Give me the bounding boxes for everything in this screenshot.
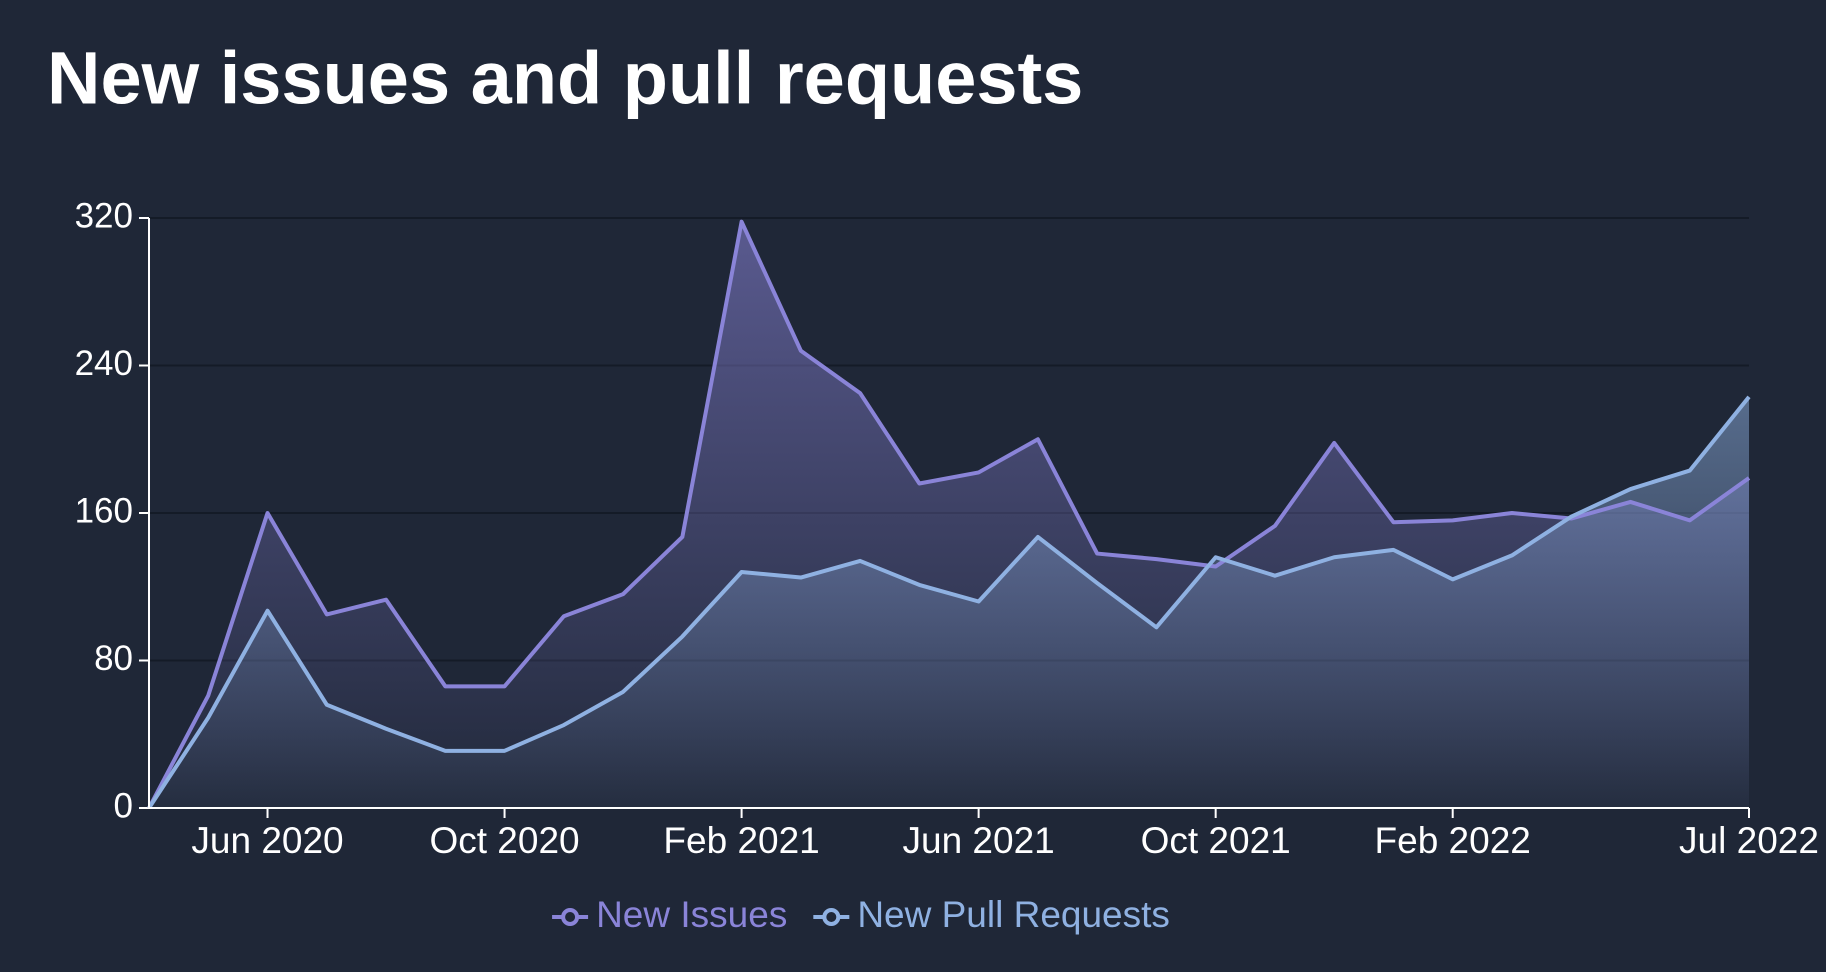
series-line: [147, 219, 1751, 809]
area-fill: [149, 396, 1749, 808]
x-tick-label: Oct 2020: [429, 820, 579, 861]
y-tick-label: 320: [75, 196, 133, 235]
legend-label: New Pull Requests: [857, 894, 1170, 935]
legend-marker: [561, 908, 580, 926]
legend-label: New Issues: [596, 894, 787, 935]
y-tick-label: 160: [75, 491, 133, 530]
legend-item[interactable]: New Issues: [552, 894, 787, 935]
x-tick-label: Oct 2021: [1141, 820, 1291, 861]
legend-item[interactable]: New Pull Requests: [813, 894, 1170, 935]
y-tick-label: 80: [94, 639, 133, 678]
x-tick-label: Jun 2021: [903, 820, 1055, 861]
x-tick-label: Feb 2021: [663, 820, 819, 861]
x-tick-label: Jun 2020: [191, 820, 343, 861]
series-line: [147, 395, 1751, 810]
chart-title: New issues and pull requests: [47, 37, 1083, 120]
x-tick-label: Jul 2022: [1679, 820, 1819, 861]
x-tick-label: Feb 2022: [1375, 820, 1531, 861]
y-tick-label: 0: [114, 786, 133, 825]
y-tick-label: 240: [75, 344, 133, 383]
legend-marker: [822, 908, 841, 926]
